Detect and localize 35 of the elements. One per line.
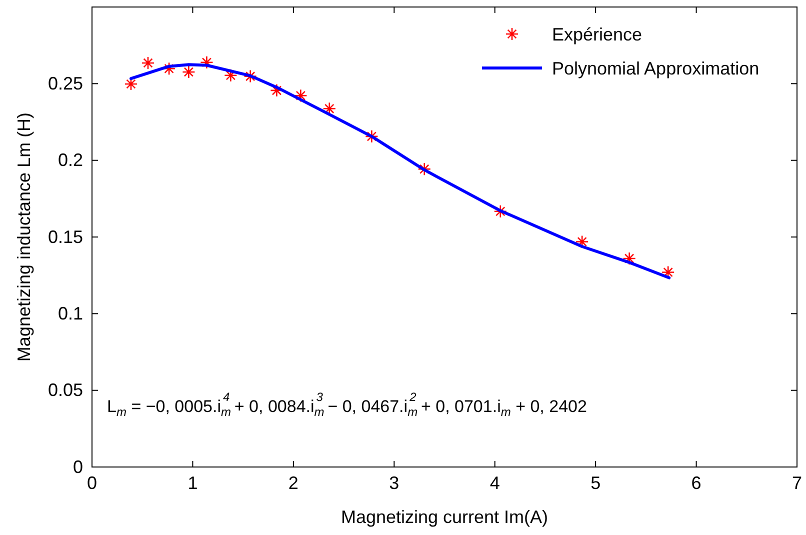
x-tick-label: 0 [86,472,98,493]
point [418,162,432,176]
point [224,68,238,82]
point [200,56,214,70]
legend-label: Polynomial Approximation [552,58,760,78]
x-tick-label: 2 [288,472,298,493]
x-tick-label: 6 [691,472,702,493]
point [494,204,508,218]
x-tick-label: 4 [490,472,500,493]
x-axis-title: Magnetizing current Im(A) [340,507,548,527]
point [244,70,257,83]
point [294,88,308,102]
text: L$_{m}$ = −0, 0005.i$_{m}$$^{4}$ + 0, 0084.i$_{m}$$^{3}$ − 0, 0467.i$_{m}$$^{2}$ + 0, 0701.i$_{m}$ + 0, 2402 [107,390,587,420]
y-tick-label: 0 [72,456,83,477]
y-tick-label: 0.2 [58,150,83,170]
point [365,130,378,144]
x-tick-label: 5 [590,472,601,493]
point [182,65,196,79]
point [575,235,589,248]
y-tick-label: 0.1 [58,303,83,324]
x-tick-label: 1 [188,472,198,493]
point [661,266,675,279]
x-tick-label: 7 [792,472,802,493]
point [162,62,176,76]
x-tick-label: 3 [389,472,400,493]
point [124,77,138,91]
point [622,252,636,266]
point [270,84,284,98]
y-tick-label: 0.15 [48,226,83,247]
y-tick-label: 0.25 [48,73,83,94]
y-axis-title: Magnetizing inductance Lm (H) [14,112,34,362]
point [322,102,336,116]
point [141,56,155,70]
legend-label: Expérience [552,24,642,44]
y-tick-label: 0.05 [48,380,83,400]
